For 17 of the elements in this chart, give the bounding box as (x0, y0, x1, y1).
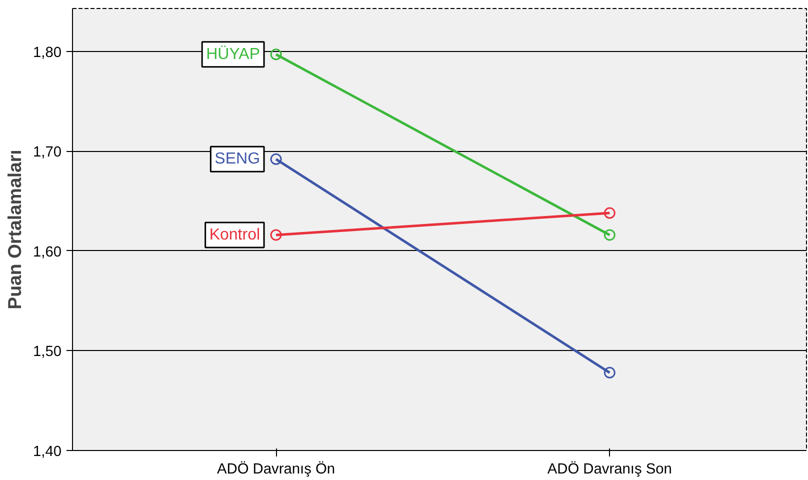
point (604, 366, 616, 378)
point (270, 153, 282, 165)
point (270, 229, 282, 241)
point (270, 48, 282, 60)
y-tick-label: 1,50 (32, 344, 62, 360)
y-tick-label: 1,80 (32, 44, 62, 61)
y-tick-label: 1,60 (32, 244, 62, 260)
y-axis-title: Puan Ortalamaları (4, 150, 25, 310)
series-label: Kontrol (209, 226, 260, 244)
series-label: SENG (214, 150, 260, 168)
point (604, 207, 616, 219)
point (604, 229, 616, 241)
series-label: HÜYAP (206, 44, 260, 63)
y-tick-label: 1,40 (32, 444, 62, 460)
x-tick-label: ADÖ Davranış Ön (216, 460, 336, 478)
y-tick-label: 1,70 (32, 144, 62, 161)
x-tick-label: ADÖ Davranış Son (547, 460, 672, 478)
